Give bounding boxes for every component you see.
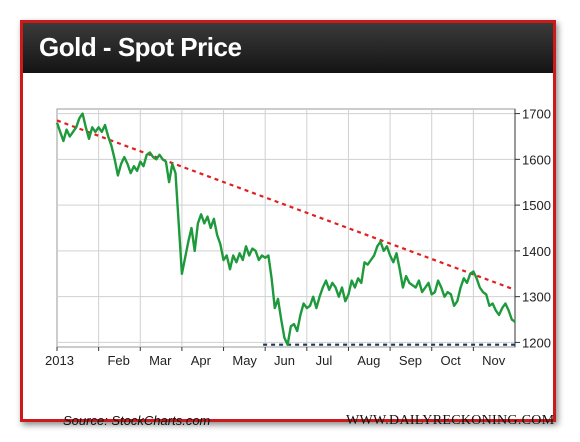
x-tick-label: Jul bbox=[316, 353, 333, 368]
x-tick-label: Apr bbox=[191, 353, 212, 368]
chart-title: Gold - Spot Price bbox=[39, 32, 242, 62]
x-tick-label: Jun bbox=[274, 353, 295, 368]
x-tick-label: Oct bbox=[441, 353, 462, 368]
x-tick-label: May bbox=[232, 353, 257, 368]
y-tick-label: 1600 bbox=[522, 152, 551, 167]
y-tick-label: 1200 bbox=[522, 335, 551, 350]
x-tick-label: 2013 bbox=[45, 353, 74, 368]
site-credit: WWW.DAILYRECKONING.COM bbox=[346, 413, 555, 428]
x-tick-label: Sep bbox=[399, 353, 422, 368]
y-tick-label: 1300 bbox=[522, 290, 551, 305]
chart-svg: 1700 1600 1500 1400 1300 1200 2013 Feb Mar Apr May… bbox=[45, 107, 551, 368]
chart-header: Gold - Spot Price bbox=[23, 23, 553, 73]
source-credit: Source: StockCharts.com bbox=[63, 413, 211, 428]
x-tick-label: Feb bbox=[107, 353, 129, 368]
resistance-trendline bbox=[56, 119, 516, 291]
chart-card: Gold - Spot Price 1700 1600 1500 1400 1300 12… bbox=[20, 20, 556, 428]
x-tick-label: Aug bbox=[357, 353, 380, 368]
y-tick-label: 1500 bbox=[522, 198, 551, 213]
x-tick-label: Nov bbox=[482, 353, 506, 368]
y-tick-label: 1400 bbox=[522, 244, 551, 259]
x-tick-label: Mar bbox=[149, 353, 172, 368]
y-tick-label: 1700 bbox=[522, 107, 551, 122]
gold-price-line bbox=[55, 112, 516, 346]
